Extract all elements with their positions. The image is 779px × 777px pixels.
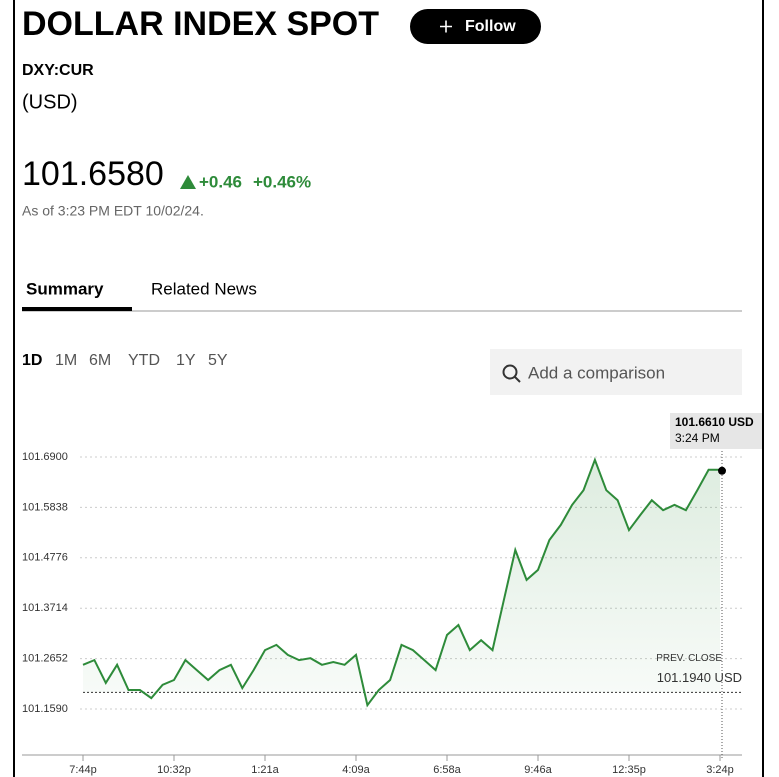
change: +0.46 xyxy=(199,172,242,191)
x-tick-label: 9:46a xyxy=(524,764,552,776)
plus-icon xyxy=(440,20,452,33)
follow-button[interactable] xyxy=(410,9,541,44)
range-option[interactable]: 6M xyxy=(89,352,111,369)
search-placeholder[interactable]: Add a comparison xyxy=(528,363,665,382)
search-icon xyxy=(514,376,521,383)
range-option[interactable]: 1D xyxy=(22,352,42,369)
range-option[interactable]: 1Y xyxy=(176,352,196,369)
tab-indicator xyxy=(22,307,132,311)
title: DOLLAR INDEX SPOT xyxy=(22,5,379,43)
hover-box xyxy=(670,413,762,449)
hover-value: 101.6610 USD xyxy=(675,415,754,429)
range-selector: 1D 1M 6M YTD 1Y 5Y xyxy=(22,352,228,369)
y-tick-label: 101.6900 xyxy=(22,451,68,463)
range-option[interactable]: 1M xyxy=(55,352,77,369)
tab[interactable]: Summary xyxy=(26,279,104,298)
price-line xyxy=(82,457,720,708)
prev-close-label: PREV. CLOSE xyxy=(656,653,722,664)
y-tick-label: 101.1590 xyxy=(22,703,68,715)
x-tick-label: 10:32p xyxy=(157,764,191,776)
search-box[interactable] xyxy=(490,349,742,395)
follow-label[interactable]: Follow xyxy=(465,18,516,35)
ticker: DXY:CUR xyxy=(22,62,94,79)
hover-time: 3:24 PM xyxy=(675,431,720,445)
x-tick-label: 6:58a xyxy=(433,764,461,776)
x-tick-label: 7:44p xyxy=(69,764,97,776)
x-tick-label: 3:24p xyxy=(706,764,734,776)
y-tick-label: 101.4776 xyxy=(22,552,68,564)
currency: (USD) xyxy=(22,91,78,113)
y-tick-label: 101.5838 xyxy=(22,501,68,513)
price: 101.6580 xyxy=(22,155,164,193)
x-tick-label: 12:35p xyxy=(612,764,646,776)
up-arrow xyxy=(180,175,196,189)
y-tick-label: 101.3714 xyxy=(22,602,68,614)
chart: 101.6900 101.5838 101.4776 101.3714 101.2652… xyxy=(22,413,762,776)
x-tick-label: 4:09a xyxy=(342,764,370,776)
y-tick-label: 101.2652 xyxy=(22,652,68,664)
tab[interactable]: Related News xyxy=(151,279,257,298)
hover-dot xyxy=(718,466,726,475)
x-tick-label: 1:21a xyxy=(251,764,279,776)
search-icon xyxy=(502,364,518,380)
change-percent: +0.46% xyxy=(253,172,311,191)
as-of: As of 3:23 PM EDT 10/02/24. xyxy=(22,203,204,219)
area xyxy=(83,459,720,706)
prev-close-value: 101.1940 USD xyxy=(657,670,742,685)
range-option[interactable]: 5Y xyxy=(208,352,228,369)
range-option[interactable]: YTD xyxy=(128,352,160,369)
